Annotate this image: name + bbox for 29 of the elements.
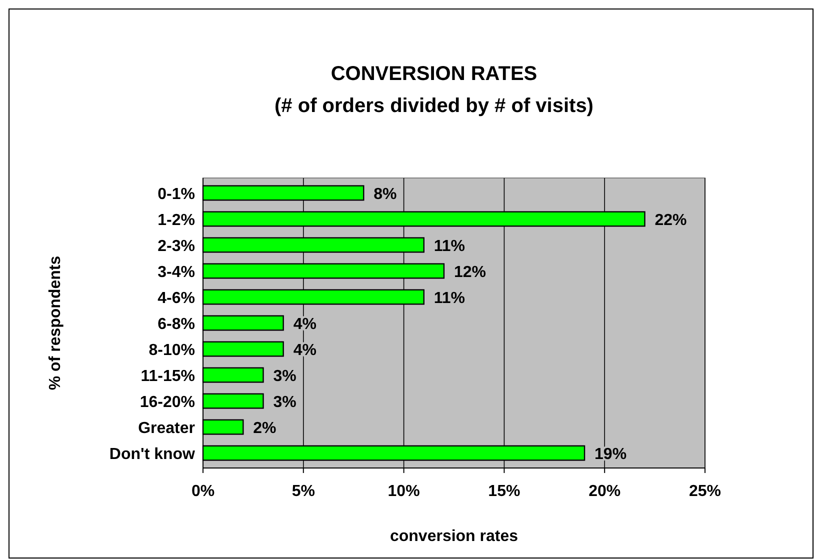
x-tick-label: 10%	[388, 483, 420, 500]
y-tick-label: 8-10%	[148, 342, 195, 360]
data-label: 12%	[454, 264, 486, 281]
data-label: 22%	[654, 212, 687, 229]
data-label: 3%	[273, 394, 296, 412]
y-tick-label: 2-3%	[158, 238, 195, 255]
data-label: 2%	[253, 420, 276, 438]
y-tick-label: 11-15%	[140, 368, 195, 386]
data-label: 11%	[434, 290, 466, 307]
x-tick-label: 15%	[488, 483, 520, 500]
data-label: 11%	[434, 238, 466, 255]
chart-title: CONVERSION RATES	[330, 63, 538, 85]
y-tick-label: 4-6%	[158, 290, 195, 307]
x-tick-label: 0%	[191, 483, 215, 500]
y-tick-label: 1-2%	[158, 212, 195, 229]
x-tick-label: 20%	[588, 483, 621, 500]
y-tick-label: 3-4%	[158, 264, 195, 281]
chart-subtitle: (# of orders divided by # of visits)	[274, 95, 594, 117]
x-tick-label: 5%	[292, 483, 315, 500]
y-tick-label: 6-8%	[158, 316, 195, 333]
y-tick-label: 16-20%	[140, 394, 195, 412]
data-label: 8%	[374, 186, 397, 203]
y-tick-label: Don't know	[109, 446, 196, 464]
data-label: 3%	[273, 368, 296, 386]
x-tick-label: 25%	[688, 483, 722, 500]
y-tick-label: Greater	[138, 420, 195, 438]
x-axis-title: conversion rates	[390, 528, 518, 545]
y-axis-title: % of respondents	[47, 256, 64, 390]
y-tick-label: 0-1%	[158, 186, 195, 203]
